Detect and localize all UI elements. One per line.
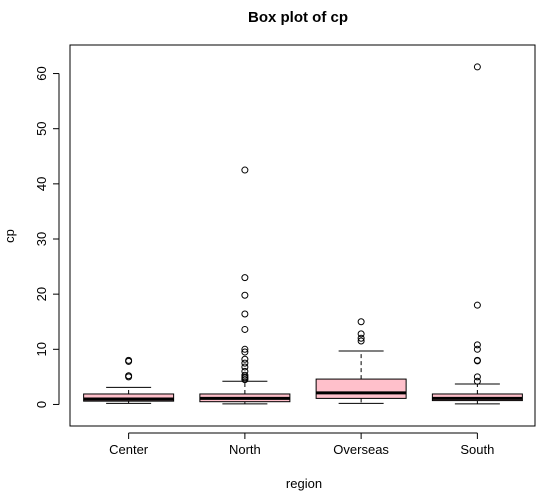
- outlier-point: [241, 274, 249, 282]
- outlier-point: [473, 377, 481, 385]
- outlier-point: [241, 291, 249, 299]
- outlier-point: [241, 166, 249, 174]
- box-overseas: [315, 318, 407, 404]
- y-tick-label: 10: [34, 342, 49, 356]
- outlier-point: [125, 372, 133, 380]
- plot-frame: [69, 44, 536, 427]
- y-tick-label: 50: [34, 121, 49, 135]
- outlier-point: [473, 373, 481, 381]
- outlier-point: [241, 348, 249, 356]
- y-axis-label: cp: [2, 229, 17, 243]
- outlier-point: [473, 63, 481, 71]
- y-tick-label: 0: [34, 401, 49, 408]
- outlier-point: [241, 371, 249, 379]
- outlier-point: [473, 301, 481, 309]
- outlier-point: [125, 356, 133, 364]
- outlier-point: [241, 363, 249, 371]
- outlier-point: [241, 367, 249, 375]
- outlier-point: [241, 310, 249, 318]
- outlier-point: [357, 330, 365, 338]
- outlier-point: [473, 345, 481, 353]
- y-axis: 0 10 20 30 40 50 60: [34, 66, 60, 408]
- outlier-point: [473, 356, 481, 364]
- outlier-point: [357, 334, 365, 342]
- x-axis-label: region: [286, 476, 322, 491]
- x-tick-label: Overseas: [333, 442, 389, 457]
- y-tick-label: 60: [34, 66, 49, 80]
- box-center: [83, 356, 175, 404]
- iqr-box: [315, 378, 407, 399]
- x-tick-label: Center: [109, 442, 149, 457]
- outlier-point: [241, 325, 249, 333]
- outlier-point: [241, 359, 249, 367]
- x-tick-label: South: [460, 442, 494, 457]
- boxes-group: [83, 63, 523, 405]
- outlier-point: [241, 355, 249, 363]
- outlier-point: [357, 337, 365, 345]
- outlier-point: [473, 341, 481, 349]
- outlier-point: [241, 345, 249, 353]
- outlier-point: [357, 318, 365, 326]
- y-tick-label: 30: [34, 232, 49, 246]
- box-north: [199, 166, 291, 405]
- chart-title: Box plot of cp: [248, 9, 348, 26]
- box-south: [431, 63, 523, 405]
- y-tick-label: 20: [34, 287, 49, 301]
- x-axis: Center North Overseas South: [109, 432, 494, 457]
- y-tick-label: 40: [34, 177, 49, 191]
- x-tick-label: North: [229, 442, 261, 457]
